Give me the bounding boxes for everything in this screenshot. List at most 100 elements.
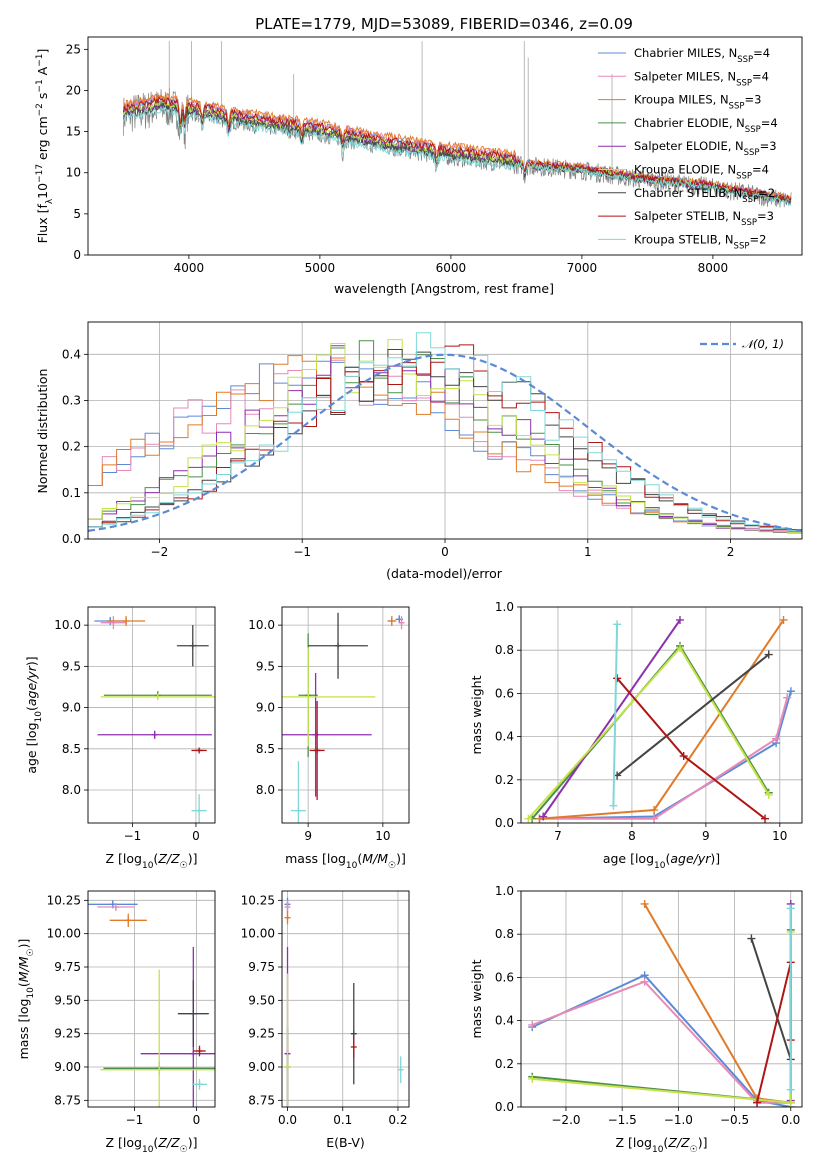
x-tick-label: 9: [702, 829, 710, 843]
legend-sub: SSP: [745, 125, 761, 135]
label-part: Z [: [615, 1135, 632, 1150]
legend-label: Kroupa STELIB, NSSP=2: [634, 232, 766, 251]
series-salpeter-miles: [528, 977, 795, 1107]
point-kroupa-stelib: [191, 794, 207, 823]
model-kroupa-miles: [122, 92, 792, 201]
x-tick-label: 1: [584, 545, 592, 559]
y-axis-label: mass weight: [469, 959, 484, 1038]
legend-label: Chabrier MILES, NSSP=4: [634, 46, 770, 65]
point-marker: [190, 1050, 197, 1057]
point-chabrier-stelib: [176, 625, 209, 667]
series-point: [783, 693, 792, 702]
x-axis-label: (data-model)/error: [386, 566, 503, 581]
legend-label: Chabrier ELODIE, NSSP=4: [634, 116, 778, 135]
series-point: [753, 1098, 762, 1107]
series-line: [750, 938, 792, 1060]
label-part: 10: [34, 711, 44, 723]
series-line: [616, 653, 770, 777]
x-axis-label: wavelength [Angstrom, rest frame]: [334, 281, 554, 296]
series-line: [531, 980, 791, 1104]
series-line: [542, 619, 681, 818]
legend-n: =2: [749, 232, 766, 246]
label-part: mass weight: [469, 675, 484, 754]
y-axis-label: Normed distribution: [35, 369, 50, 494]
point-marker: [284, 1064, 291, 1070]
label-part: ☉: [26, 948, 36, 956]
y-axis-label: Flux [fλ10−17 erg cm−2 s−1 A−1]: [35, 49, 55, 244]
point-salpeter-miles: [398, 616, 405, 630]
label-part: Flux [f: [35, 204, 50, 244]
plot-area: [282, 607, 409, 823]
label-part: )]: [396, 851, 406, 866]
label-part: age [: [603, 851, 635, 866]
y-tick-label: 9.75: [54, 960, 81, 974]
y-tick-label: 0.6: [495, 970, 514, 984]
y-tick-label: 10.25: [241, 893, 275, 907]
x-tick-label: −1.0: [664, 1113, 693, 1127]
x-axis-label: age [log10(age/yr)]: [603, 851, 720, 871]
y-tick-label: 9.00: [54, 1060, 81, 1074]
plot-area: [88, 891, 215, 1107]
normal-reference-curve: [88, 353, 802, 532]
point-salpeter-miles: [100, 616, 127, 630]
y-tick-label: 10.0: [248, 618, 275, 632]
legend-sub: SSP: [729, 102, 745, 112]
x-tick-label: 8: [628, 829, 636, 843]
point-kroupa-miles: [107, 616, 146, 626]
y-tick-label: 9.25: [248, 1027, 275, 1041]
legend-sub: SSP: [736, 172, 752, 182]
y-tick-label: 0.1: [62, 486, 81, 500]
legend-n: =2: [758, 186, 775, 200]
point-kroupa-elodie: [284, 973, 291, 1107]
label-part: )]: [710, 851, 720, 866]
legend-text: Kroupa ELODIE, N: [634, 163, 736, 177]
y-tick-label: 0.2: [62, 440, 81, 454]
y-axis-label: mass [log10(M/M☉)]: [16, 939, 36, 1060]
legend-label: Salpeter MILES, NSSP=4: [634, 69, 769, 88]
x-tick-label: 0.1: [333, 1113, 352, 1127]
legend-text: Kroupa STELIB, N: [634, 232, 734, 246]
label-part: −1: [35, 54, 45, 67]
label-part: 10: [35, 183, 50, 199]
label-part: )]: [698, 1135, 708, 1150]
label-part: log: [16, 999, 31, 1018]
y-tick-label: 0.6: [495, 686, 514, 700]
y-tick-label: 0.2: [495, 1057, 514, 1071]
axes-frame: [281, 606, 410, 824]
hist-kroupa-elodie: [88, 339, 802, 539]
axes-0: 4000 5000 6000 7000 8000 0 5 10 15 20 25 wavelength…: [35, 36, 803, 296]
series-kroupa-elodie: [524, 644, 773, 823]
y-axis-label: mass weight: [469, 675, 484, 754]
label-part: 10: [26, 987, 36, 999]
point-marker: [295, 807, 302, 814]
series-point: [528, 1020, 537, 1029]
label-part: )]: [188, 851, 198, 866]
y-tick-label: 9.5: [256, 659, 275, 673]
label-part: ]: [35, 49, 50, 54]
x-tick-label: 7: [554, 829, 562, 843]
label-part: age/yr: [24, 665, 39, 706]
plot-area: [282, 891, 409, 1107]
label-part: M/M: [362, 851, 388, 866]
legend-sub: SSP: [741, 218, 757, 228]
axes-1: −2 −1 0 1 2 0.0 0.1 0.2 0.3 0.4 𝒩(0, 1) (data-model…: [35, 321, 803, 581]
series-point: [640, 899, 649, 908]
series-chabrier-miles: [535, 687, 795, 823]
x-tick-label: 10: [375, 829, 390, 843]
y-tick-label: 8.5: [62, 742, 81, 756]
point-marker: [196, 1048, 203, 1054]
y-tick-label: 0.0: [495, 816, 514, 830]
point-marker: [350, 1030, 357, 1037]
label-part: 10: [652, 1145, 664, 1155]
series-line: [531, 973, 791, 1107]
point-kroupa-miles: [109, 913, 147, 927]
y-tick-label: 8.0: [256, 783, 275, 797]
y-tick-label: 0.4: [495, 730, 514, 744]
series-point: [786, 687, 795, 696]
label-part: A: [35, 66, 50, 79]
legend-n: =3: [760, 139, 777, 153]
y-tick-label: 5: [73, 207, 81, 221]
series-point: [609, 801, 618, 810]
point-kroupa-elodie: [282, 647, 376, 747]
legend-sub: SSP: [736, 78, 752, 88]
